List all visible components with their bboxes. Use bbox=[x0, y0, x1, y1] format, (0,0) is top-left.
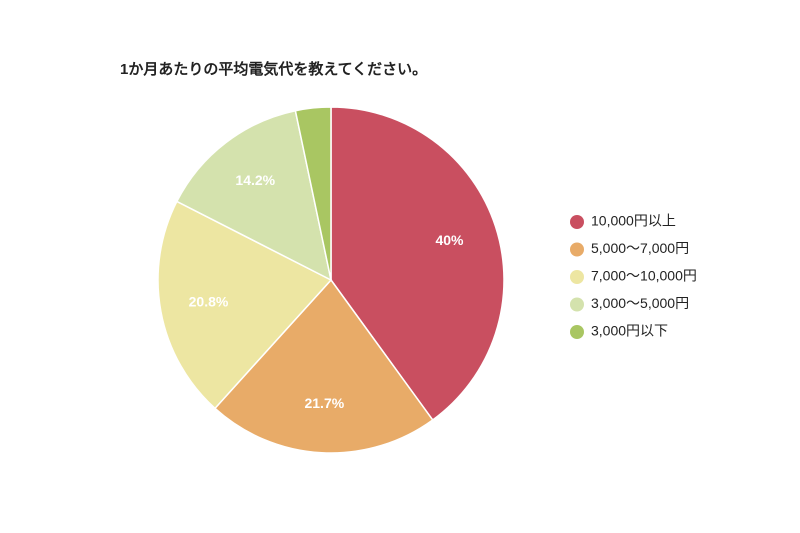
legend-marker bbox=[570, 242, 584, 257]
pie-slice bbox=[157, 200, 333, 410]
pie-slice bbox=[294, 106, 332, 281]
legend-label: 7,000〜10,000円 bbox=[591, 268, 697, 284]
legend-label: 10,000円以上 bbox=[591, 213, 676, 229]
legend-marker bbox=[570, 297, 584, 312]
legend-label: 3,000円以下 bbox=[591, 323, 668, 339]
data-label: 14.2% bbox=[235, 172, 275, 188]
pie-slice bbox=[213, 278, 434, 454]
data-label: 20.8% bbox=[189, 293, 229, 309]
legend-label: 5,000〜7,000円 bbox=[591, 240, 689, 256]
data-label: 21.7% bbox=[304, 395, 344, 411]
legend-marker bbox=[570, 215, 584, 229]
pie-slice bbox=[330, 106, 505, 422]
legend-label: 3,000〜5,000円 bbox=[591, 295, 689, 311]
legend-marker bbox=[570, 270, 584, 284]
data-label: 40% bbox=[435, 232, 464, 248]
chart-title: 1か月あたりの平均電気代を教えてください。 bbox=[120, 60, 427, 78]
legend-marker bbox=[570, 325, 584, 339]
pie-slice bbox=[175, 109, 333, 282]
